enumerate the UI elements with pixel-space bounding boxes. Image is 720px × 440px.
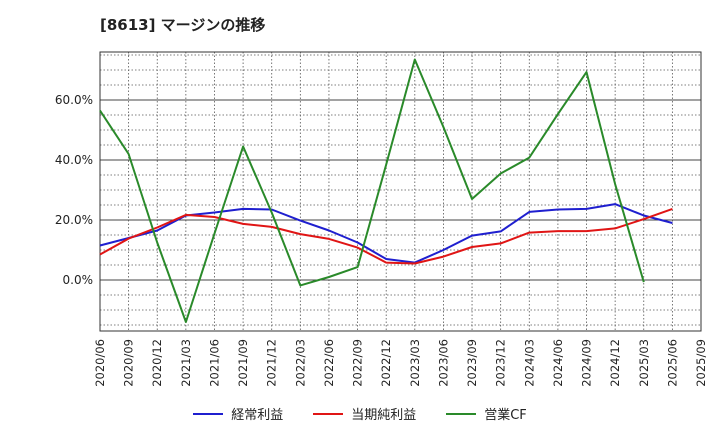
y-tick-label: 60.0% (55, 93, 93, 107)
x-tick-label: 2023/03 (408, 339, 422, 387)
x-tick-label: 2021/12 (265, 339, 279, 387)
legend-label: 営業CF (484, 408, 527, 423)
x-tick-label: 2024/06 (551, 339, 565, 387)
x-tick-label: 2022/12 (379, 339, 393, 387)
x-tick-label: 2023/06 (436, 339, 450, 387)
y-tick-label: 0.0% (63, 273, 94, 287)
legend-swatch (313, 412, 344, 415)
chart-title: [8613] マージンの推移 (100, 16, 266, 34)
x-tick-label: 2024/12 (608, 339, 622, 387)
x-tick-label: 2023/12 (494, 339, 508, 387)
x-tick-label: 2025/09 (694, 339, 708, 387)
x-tick-label: 2024/03 (522, 339, 536, 387)
legend-swatch (193, 412, 224, 415)
legend-swatch (446, 412, 477, 415)
legend-item: 経常利益 (193, 404, 283, 423)
x-tick-label: 2025/06 (665, 339, 679, 387)
series-line-3 (99, 58, 645, 323)
series-line-1 (99, 203, 673, 264)
x-tick-label: 2021/06 (207, 339, 221, 387)
x-tick-label: 2024/09 (580, 339, 594, 387)
x-tick-label: 2020/06 (93, 339, 107, 387)
x-tick-label: 2023/09 (465, 339, 479, 387)
x-tick-label: 2020/12 (150, 339, 164, 387)
x-tick-label: 2022/03 (293, 339, 307, 387)
x-tick-label: 2021/03 (179, 339, 193, 387)
chart-plot: 0.0% 20.0% 40.0% 60.0% 2020/06 2020/09 2020/12… (55, 51, 708, 387)
x-tick-label: 2021/09 (236, 339, 250, 387)
plot-frame (99, 51, 702, 332)
legend-item: 当期純利益 (313, 404, 416, 423)
legend-label: 経常利益 (231, 408, 284, 423)
y-tick-label: 40.0% (55, 153, 93, 167)
legend: 経常利益 当期純利益 営業CF (0, 404, 720, 423)
x-tick-label: 2022/06 (322, 339, 336, 387)
x-tick-label: 2022/09 (351, 339, 365, 387)
legend-label: 当期純利益 (351, 408, 417, 423)
legend-item: 営業CF (446, 404, 527, 423)
series-line-2 (99, 207, 673, 265)
y-tick-label: 20.0% (55, 213, 93, 227)
x-tick-label: 2025/03 (637, 339, 651, 387)
x-tick-label: 2020/09 (122, 339, 136, 387)
